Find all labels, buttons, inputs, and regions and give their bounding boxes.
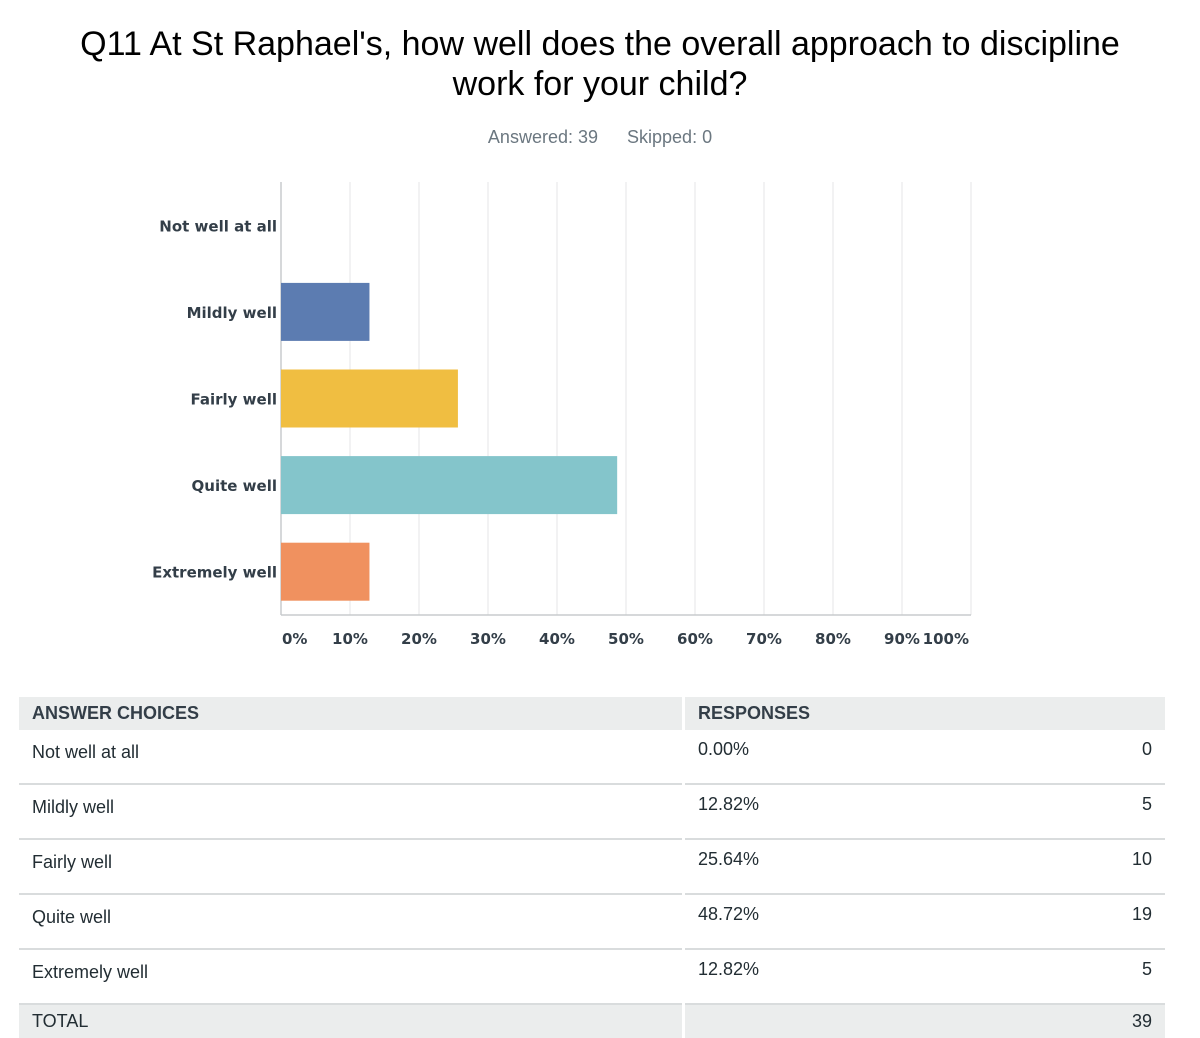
response-count: 10 (931, 839, 1165, 895)
response-percent: 12.82% (682, 949, 931, 1005)
response-percent: 25.64% (682, 839, 931, 895)
response-percent: 12.82% (682, 784, 931, 840)
category-label: Mildly well (187, 304, 277, 322)
response-count: 5 (931, 784, 1165, 840)
table-total-row: TOTAL 39 (19, 1004, 1165, 1038)
response-count: 19 (931, 894, 1165, 950)
bar (281, 456, 618, 515)
table-row: Mildly well 12.82% 5 (19, 784, 1165, 840)
bar (281, 369, 458, 428)
bar-chart: Not well at all Mildly well Fairly well Qui… (152, 182, 972, 648)
total-count: 39 (931, 1004, 1165, 1038)
bar (281, 282, 370, 341)
skipped-count: Skipped: 0 (627, 127, 713, 147)
answer-choice: Extremely well (19, 949, 684, 1005)
x-tick-label: 10% (332, 630, 368, 648)
responses-table: ANSWER CHOICES RESPONSES Not well at all… (19, 697, 1165, 1038)
category-label: Not well at all (159, 217, 277, 235)
chart-title: Q11 At St Raphael's, how well does the o… (80, 25, 1120, 103)
header-answer-choices: ANSWER CHOICES (19, 697, 684, 730)
category-label: Quite well (192, 477, 277, 495)
x-tick-label: 0% (282, 630, 307, 648)
table-row: Quite well 48.72% 19 (19, 894, 1165, 950)
category-label: Extremely well (152, 564, 277, 582)
answer-choice: Not well at all (19, 730, 684, 785)
x-tick-label: 30% (470, 630, 506, 648)
x-tick-label: 80% (815, 630, 851, 648)
response-stats: Answered: 39 Skipped: 0 (0, 127, 1200, 148)
answer-choice: Mildly well (19, 784, 684, 840)
table-row: Extremely well 12.82% 5 (19, 949, 1165, 1005)
bar (281, 542, 370, 601)
response-count: 5 (931, 949, 1165, 1005)
x-tick-label: 50% (608, 630, 644, 648)
x-tick-label: 40% (539, 630, 575, 648)
table-row: Not well at all 0.00% 0 (19, 730, 1165, 785)
table-header-row: ANSWER CHOICES RESPONSES (19, 697, 1165, 730)
table-row: Fairly well 25.64% 10 (19, 839, 1165, 895)
x-tick-label: 100% (923, 630, 969, 648)
x-tick-label: 70% (746, 630, 782, 648)
response-percent: 48.72% (682, 894, 931, 950)
response-count: 0 (931, 730, 1165, 785)
response-percent: 0.00% (682, 730, 931, 785)
header-responses: RESPONSES (682, 697, 1165, 730)
answered-count: Answered: 39 (487, 127, 598, 147)
x-tick-label: 20% (401, 630, 437, 648)
x-tick-label: 60% (677, 630, 713, 648)
answer-choice: Quite well (19, 894, 684, 950)
total-spacer (682, 1004, 931, 1038)
category-label: Fairly well (191, 391, 277, 409)
answer-choice: Fairly well (19, 839, 684, 895)
total-label: TOTAL (19, 1004, 684, 1038)
x-tick-label: 90% (884, 630, 920, 648)
